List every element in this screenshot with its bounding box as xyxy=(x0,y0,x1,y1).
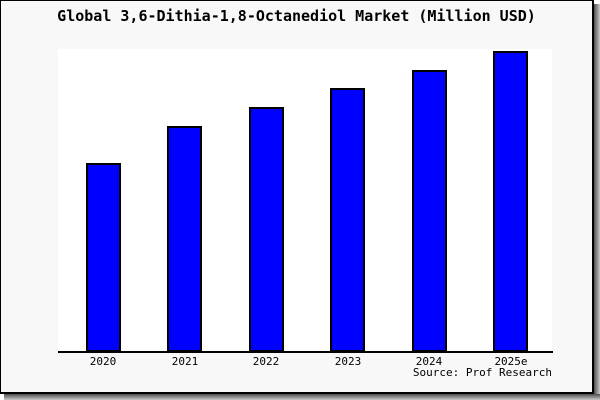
x-tick-label-2022: 2022 xyxy=(252,355,280,368)
source-note: Source: Prof Research xyxy=(412,366,552,379)
plot-area xyxy=(58,49,552,352)
bar-2025e xyxy=(493,51,528,352)
bar-2022 xyxy=(249,107,284,352)
x-tick-label-2024: 2024 xyxy=(415,355,443,368)
x-tick-label-2020: 2020 xyxy=(89,355,117,368)
bar-2023 xyxy=(330,88,365,352)
x-axis-line xyxy=(58,351,553,353)
x-tick-label-2023: 2023 xyxy=(334,355,362,368)
page-shadow-bottom xyxy=(4,394,600,400)
bar-2020 xyxy=(86,163,121,352)
bar-2021 xyxy=(167,126,202,352)
chart-page: Global 3,6-Dithia-1,8-Octanediol Market … xyxy=(0,0,594,394)
bar-2024 xyxy=(412,70,447,352)
page-shadow-right xyxy=(594,4,600,400)
x-tick-label-2021: 2021 xyxy=(171,355,199,368)
x-tick-label-2025e: 2025e xyxy=(494,355,528,368)
chart-title: Global 3,6-Dithia-1,8-Octanediol Market … xyxy=(57,7,536,25)
